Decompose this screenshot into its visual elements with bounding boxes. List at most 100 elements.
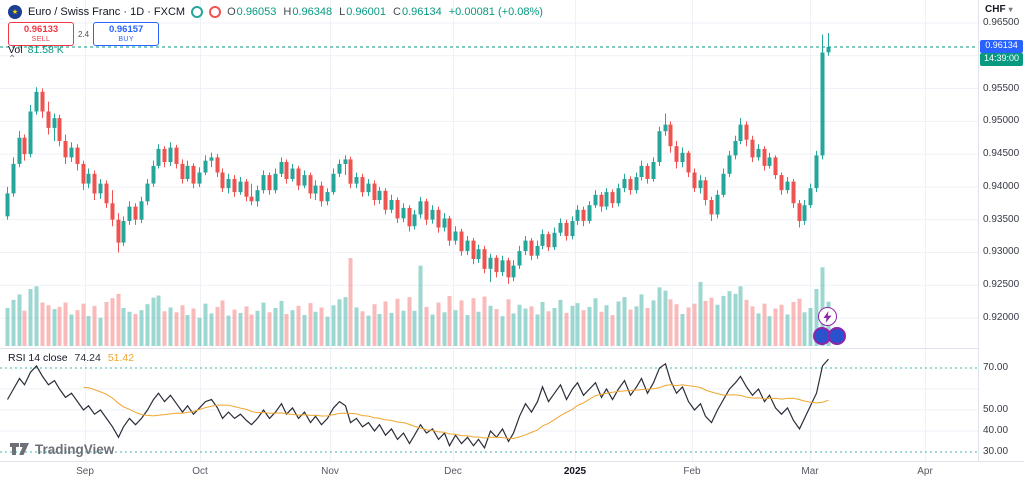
price-tick-label: 0.94000: [983, 180, 1020, 192]
volume-bar: [634, 306, 639, 346]
candle-body: [459, 231, 464, 252]
pane-collapse-icon[interactable]: ⌃: [8, 54, 17, 65]
candle-body: [645, 165, 650, 179]
candle-body: [46, 111, 51, 128]
pane-divider[interactable]: [0, 348, 1024, 349]
volume-bar: [779, 304, 784, 346]
volume-bar: [267, 312, 272, 346]
candle-body: [657, 131, 662, 162]
ohlc-values: O 0.96053 H 0.96348 L 0.96001 C 0.96134 +0.0…: [227, 6, 543, 18]
volume-bar: [337, 299, 342, 346]
candle-body: [767, 157, 772, 166]
candle-body: [686, 152, 691, 173]
volume-bar: [366, 315, 371, 346]
legend-dot-up-icon[interactable]: [191, 6, 204, 18]
price-tick-label: 0.93000: [983, 246, 1020, 258]
candle-body: [628, 179, 633, 191]
candle-body: [506, 260, 511, 278]
candle-body: [593, 194, 598, 206]
volume-bar: [284, 313, 289, 346]
candle-body: [52, 118, 57, 128]
chart-canvas[interactable]: [0, 0, 978, 461]
volume-bar: [820, 267, 825, 346]
volume-bar: [604, 305, 609, 346]
rsi-tick-label: 50.00: [983, 404, 1009, 415]
volume-bar: [63, 302, 68, 346]
candle-body: [279, 162, 284, 174]
volume-bar: [727, 291, 732, 346]
volume-bar: [104, 302, 109, 346]
legend-dot-down-icon[interactable]: [209, 6, 222, 18]
volume-bar: [279, 300, 284, 346]
volume-bar: [302, 315, 307, 346]
volume-bar: [395, 298, 400, 346]
volume-bar: [28, 288, 33, 346]
volume-bar: [692, 303, 697, 346]
symbol-title[interactable]: Euro / Swiss Franc · 1D · FXCM: [28, 6, 186, 18]
candle-body: [185, 165, 190, 179]
volume-bar: [418, 265, 423, 346]
volume-bar: [639, 294, 644, 346]
buy-button[interactable]: 0.96157 BUY: [93, 22, 160, 46]
candle-body: [511, 265, 516, 278]
price-axis[interactable]: CHF ▾ 0.96134 14:39:00 0.96500 0.95500 0.9…: [978, 0, 1024, 461]
volume-bar: [220, 300, 225, 346]
volume-label: Vol: [8, 44, 23, 56]
candle-body: [81, 163, 86, 184]
candle-body: [610, 192, 615, 204]
candle-body: [360, 177, 365, 193]
candle-body: [197, 172, 202, 184]
volume-bar: [756, 313, 761, 346]
candle-body: [540, 234, 545, 246]
volume-bar: [465, 315, 470, 346]
volume-bar: [709, 297, 714, 346]
candle-body: [465, 240, 470, 252]
candle-body: [127, 206, 132, 221]
lightning-icon: [823, 310, 832, 323]
candle-body: [442, 218, 447, 228]
volume-bar: [46, 305, 51, 346]
order-bubble-2[interactable]: [828, 327, 846, 345]
volume-bar: [75, 310, 80, 346]
volume-bar: [622, 297, 627, 346]
candle-body: [599, 194, 604, 207]
candle-body: [494, 257, 499, 273]
candle-body: [215, 157, 220, 173]
candle-body: [436, 209, 441, 228]
candle-body: [203, 160, 208, 173]
volume-bar: [232, 309, 237, 346]
candle-body: [348, 159, 353, 184]
candle-body: [412, 214, 417, 227]
volume-bar: [98, 317, 103, 346]
candle-body: [261, 175, 266, 191]
candle-body: [488, 257, 493, 269]
volume-bar: [471, 298, 476, 346]
volume-bar: [127, 311, 132, 346]
volume-bar: [785, 314, 790, 346]
instant-trade-button[interactable]: [818, 307, 837, 326]
currency-selector[interactable]: CHF ▾: [985, 4, 1013, 15]
tradingview-watermark[interactable]: TradingView: [10, 441, 114, 457]
candle-body: [331, 173, 336, 193]
candle-body: [703, 180, 708, 200]
candle-body: [826, 47, 831, 53]
volume-bar: [750, 306, 755, 346]
chevron-down-icon: ▾: [1008, 5, 1013, 14]
volume-bar: [389, 312, 394, 346]
countdown-badge: 14:39:00: [980, 52, 1023, 66]
candle-body: [244, 181, 249, 197]
volume-bar: [581, 310, 586, 346]
volume-bar: [674, 304, 679, 346]
price-tick-label: 0.93500: [983, 213, 1020, 225]
volume-bar: [424, 306, 429, 346]
sell-button[interactable]: 0.96133 SELL: [8, 22, 74, 46]
rsi-line: [6, 358, 829, 450]
time-axis[interactable]: Sep Oct Nov Dec 2025 Feb Mar Apr: [0, 461, 1024, 481]
candle-body: [156, 148, 161, 166]
volume-bar: [290, 310, 295, 346]
volume-bar: [145, 304, 150, 346]
volume-bar: [476, 311, 481, 346]
candle-body: [63, 141, 68, 158]
candle-body: [383, 190, 388, 210]
